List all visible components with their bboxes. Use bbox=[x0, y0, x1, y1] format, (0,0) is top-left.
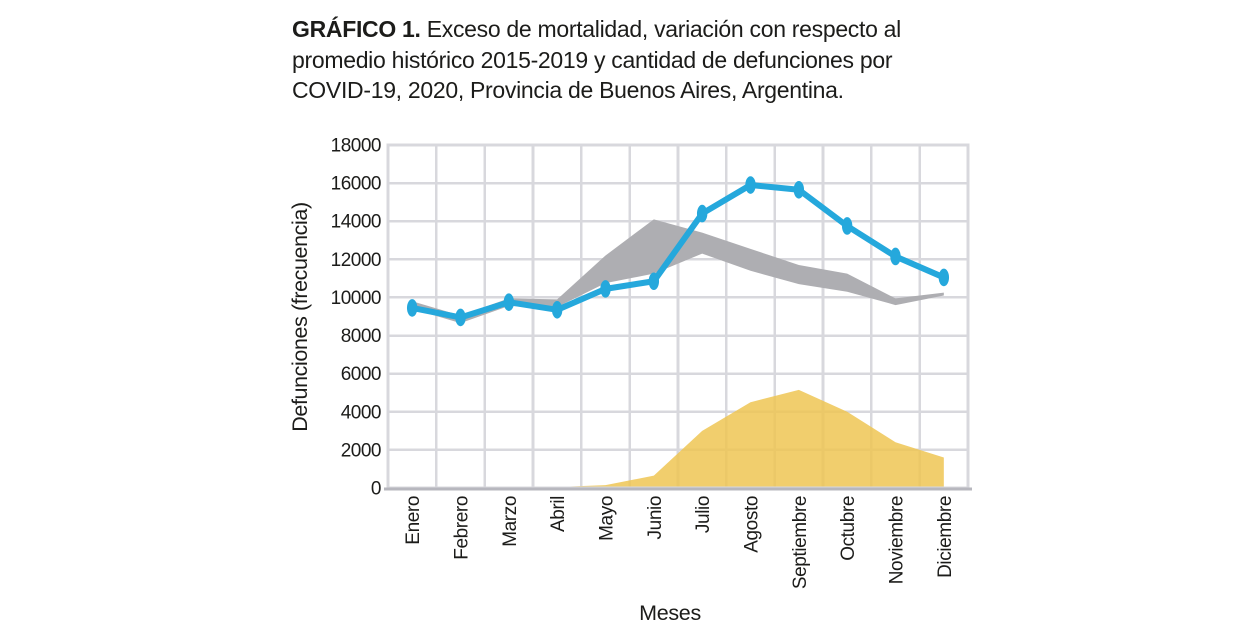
x-tick-label: Marzo bbox=[500, 496, 521, 547]
y-axis-tick-labels: 0 2000 4000 6000 8000 10000 12000 14000 16000 180… bbox=[331, 136, 382, 500]
data-point-marker bbox=[793, 180, 805, 199]
x-tick-label: Noviembre bbox=[887, 496, 908, 584]
x-tick-label: Octubre bbox=[838, 496, 859, 561]
data-point-marker bbox=[648, 272, 660, 291]
data-point-marker bbox=[600, 280, 611, 298]
y-tick-label: 10000 bbox=[331, 288, 381, 309]
y-axis-title: Defunciones (frecuencia) bbox=[288, 202, 312, 431]
data-point-marker bbox=[455, 308, 466, 327]
x-tick-label: Julio bbox=[693, 496, 714, 533]
data-point-marker bbox=[503, 293, 515, 312]
data-point-marker bbox=[841, 217, 853, 235]
x-axis-title: Meses bbox=[639, 601, 701, 625]
data-point-marker bbox=[406, 299, 418, 317]
x-tick-label: Junio bbox=[645, 496, 666, 539]
y-tick-label: 12000 bbox=[331, 250, 381, 271]
chart-title-line3: COVID-19, 2020, Provincia de Buenos Aire… bbox=[292, 77, 844, 103]
chart-title-line2: promedio histórico 2015-2019 y cantidad … bbox=[292, 46, 893, 73]
chart-title-prefix: GRÁFICO 1. bbox=[292, 16, 421, 42]
x-tick-label: Enero bbox=[403, 496, 424, 545]
x-tick-label: Mayo bbox=[597, 496, 618, 541]
y-tick-label: 16000 bbox=[331, 174, 381, 195]
x-tick-label: Agosto bbox=[742, 496, 763, 553]
x-tick-label: Diciembre bbox=[935, 496, 956, 578]
x-tick-label: Febrero bbox=[452, 496, 473, 560]
data-point-marker bbox=[745, 176, 756, 194]
y-tick-label: 2000 bbox=[341, 440, 381, 461]
y-tick-label: 6000 bbox=[341, 364, 381, 385]
y-tick-label: 18000 bbox=[331, 136, 381, 157]
historical-range-band bbox=[412, 219, 944, 324]
data-point-marker bbox=[696, 204, 708, 223]
chart-title: GRÁFICO 1. Exceso de mortalidad, variaci… bbox=[292, 14, 912, 106]
x-tick-label: Septiembre bbox=[790, 496, 811, 589]
data-point-marker bbox=[938, 268, 950, 287]
y-tick-label: 8000 bbox=[341, 326, 381, 347]
covid19-deaths-area bbox=[412, 389, 944, 488]
mortality-2020-markers bbox=[406, 176, 950, 327]
data-point-marker bbox=[890, 247, 901, 266]
data-point-marker bbox=[551, 301, 563, 319]
x-axis-tick-labels: Enero Febrero Marzo Abril Mayo Junio Julio Agos… bbox=[403, 496, 956, 589]
y-tick-label: 14000 bbox=[331, 212, 381, 233]
y-tick-label: 0 bbox=[371, 479, 381, 500]
chart-title-line1: Exceso de mortalidad, variación con resp… bbox=[420, 16, 902, 42]
mortality-2020-line bbox=[409, 182, 947, 321]
y-tick-label: 4000 bbox=[341, 402, 381, 423]
x-tick-label: Abril bbox=[548, 496, 569, 532]
